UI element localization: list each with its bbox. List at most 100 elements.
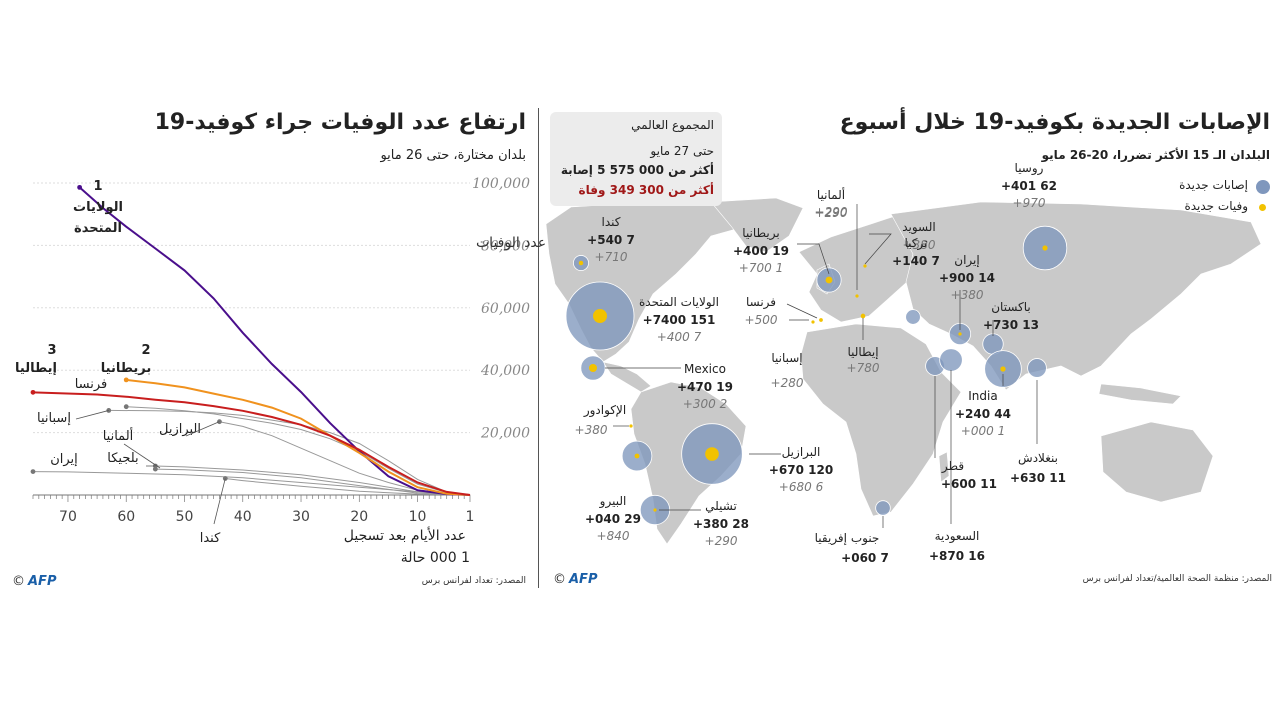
deaths-dot <box>825 276 833 284</box>
map-labels: روسيا 62 401+ 970+ ألمانيا 290+ 290+ السويد 380… <box>575 161 1066 565</box>
deaths-dot <box>705 447 719 461</box>
series-line <box>155 468 471 496</box>
country-label: إسبانيا <box>771 351 802 365</box>
series-label: بلجيكا <box>107 451 138 466</box>
country-cases: 120 670+ <box>769 463 833 477</box>
chart-subtitle: بلدان مختارة، حتى 26 مايو <box>380 148 526 163</box>
country-label: إيطاليا <box>847 345 878 359</box>
series-label: 2 <box>141 343 150 358</box>
label-leader <box>213 478 226 525</box>
label-leader <box>123 443 161 469</box>
deaths-dot <box>1000 366 1006 372</box>
country-deaths: 290+ <box>815 205 848 219</box>
country-cases: 11 630+ <box>1010 471 1066 485</box>
x-axis-label: عدد الأيام بعد تسجيل <box>343 528 466 544</box>
deaths-dot <box>860 313 866 319</box>
country-label: تركيا <box>905 236 928 251</box>
y-tick-label: 20,000 <box>480 426 530 442</box>
series-label: المتحدة <box>74 221 122 236</box>
map-copyright-mark: © <box>553 572 566 587</box>
y-tick-label: 100,000 <box>472 176 530 192</box>
country-deaths: 380+ <box>951 288 984 302</box>
country-label: السعودية <box>935 529 980 544</box>
country-label: باكستان <box>991 300 1031 314</box>
country-label: البيرو <box>599 494 627 509</box>
panel-divider <box>538 108 539 588</box>
series-line <box>32 391 471 496</box>
y-tick-label: 80,000 <box>481 238 530 254</box>
country-cases: 62 401+ <box>1001 179 1057 193</box>
y-tick-label: 40,000 <box>480 363 530 379</box>
country-cases: 7 140+ <box>892 254 940 268</box>
series-label: البرازيل <box>159 422 201 437</box>
country-cases: 19 400+ <box>733 244 789 258</box>
country-deaths: 840+ <box>597 529 630 543</box>
country-deaths: 380+ <box>575 423 608 437</box>
series-line <box>225 478 471 496</box>
country-cases: 29 040+ <box>585 512 641 526</box>
series-label: إسبانيا <box>37 411 71 426</box>
country-deaths: 780+ <box>847 361 880 375</box>
legend-deaths-label: وفيات جديدة <box>1184 199 1248 213</box>
country-label: India <box>968 389 997 403</box>
cases-bubble <box>939 348 963 372</box>
x-tick-label: 20 <box>350 509 368 525</box>
series-line <box>126 378 471 496</box>
y-axis-label: عدد الوفيات <box>476 235 546 251</box>
x-tick-label: 10 <box>409 509 427 525</box>
country-label: بنغلادش <box>1018 451 1058 466</box>
country-label: السويد <box>902 220 936 235</box>
deaths-dot <box>1042 245 1048 251</box>
series-end-point <box>30 389 36 395</box>
series-label: فرنسا <box>75 377 108 392</box>
series-label: إيطاليا <box>15 361 57 376</box>
series-label: كندا <box>200 531 221 546</box>
country-label: جنوب إفريقيا <box>815 531 880 546</box>
copyright-mark: © <box>12 574 25 589</box>
cases-bubble <box>1027 358 1047 378</box>
series-label: الولايات <box>73 200 123 215</box>
country-cases: 14 900+ <box>939 271 995 285</box>
country-label: روسيا <box>1015 161 1044 176</box>
cases-bubble <box>875 500 891 516</box>
country-deaths: 1 000+ <box>961 424 1005 438</box>
global-total-box: المجموع العالمي حتى 27 مايو أكثر من 000 … <box>550 112 722 206</box>
label-leader <box>786 303 818 319</box>
global-total-deaths: أكثر من 300 349 وفاة <box>578 183 714 197</box>
country-deaths: 500+ <box>745 313 778 327</box>
deaths-dot <box>629 424 633 428</box>
world-map: روسيا 62 401+ 970+ ألمانيا 290+ 290+ السويد 380… <box>545 161 1262 565</box>
bubble-layer <box>565 225 1068 526</box>
series-line <box>32 471 471 496</box>
country-cases: 7 540+ <box>587 233 635 247</box>
series-label: 1 <box>93 179 102 194</box>
deaths-dot <box>653 508 657 512</box>
deaths-dot <box>863 264 867 268</box>
series-label: 3 <box>47 343 56 358</box>
country-label: قطر <box>941 459 964 474</box>
deaths-line-chart: 20,000 40,000 60,000 80,000 100,000 عدد الوفي… <box>15 176 546 546</box>
x-tick-label: 70 <box>59 509 77 525</box>
label-leader <box>185 421 220 437</box>
country-label: ألمانيا <box>817 187 845 202</box>
country-deaths: 290+ <box>815 206 848 220</box>
map-afp-logo: © AFP <box>553 572 598 587</box>
deaths-dot <box>578 260 584 266</box>
deaths-chart-panel: ارتفاع عدد الوفيات جراء كوفيد-19 بلدان م… <box>0 104 546 594</box>
deaths-dot <box>819 318 823 322</box>
country-label: إيران <box>954 253 979 268</box>
country-label: فرنسا <box>746 295 776 310</box>
country-cases: 16 870+ <box>929 549 985 563</box>
country-label: الإكوادور <box>583 403 626 418</box>
afp-logo: © AFP <box>12 574 57 589</box>
country-label: البرازيل <box>782 445 821 460</box>
deaths-dot <box>958 332 962 336</box>
series-end-point <box>123 377 129 383</box>
country-deaths: 280+ <box>771 376 804 390</box>
x-tick-label: 30 <box>292 509 310 525</box>
label-leader <box>864 233 892 265</box>
series-line <box>78 186 471 496</box>
series-line <box>126 406 471 496</box>
x-tick-label: 50 <box>176 509 194 525</box>
series-end-point <box>77 184 83 190</box>
